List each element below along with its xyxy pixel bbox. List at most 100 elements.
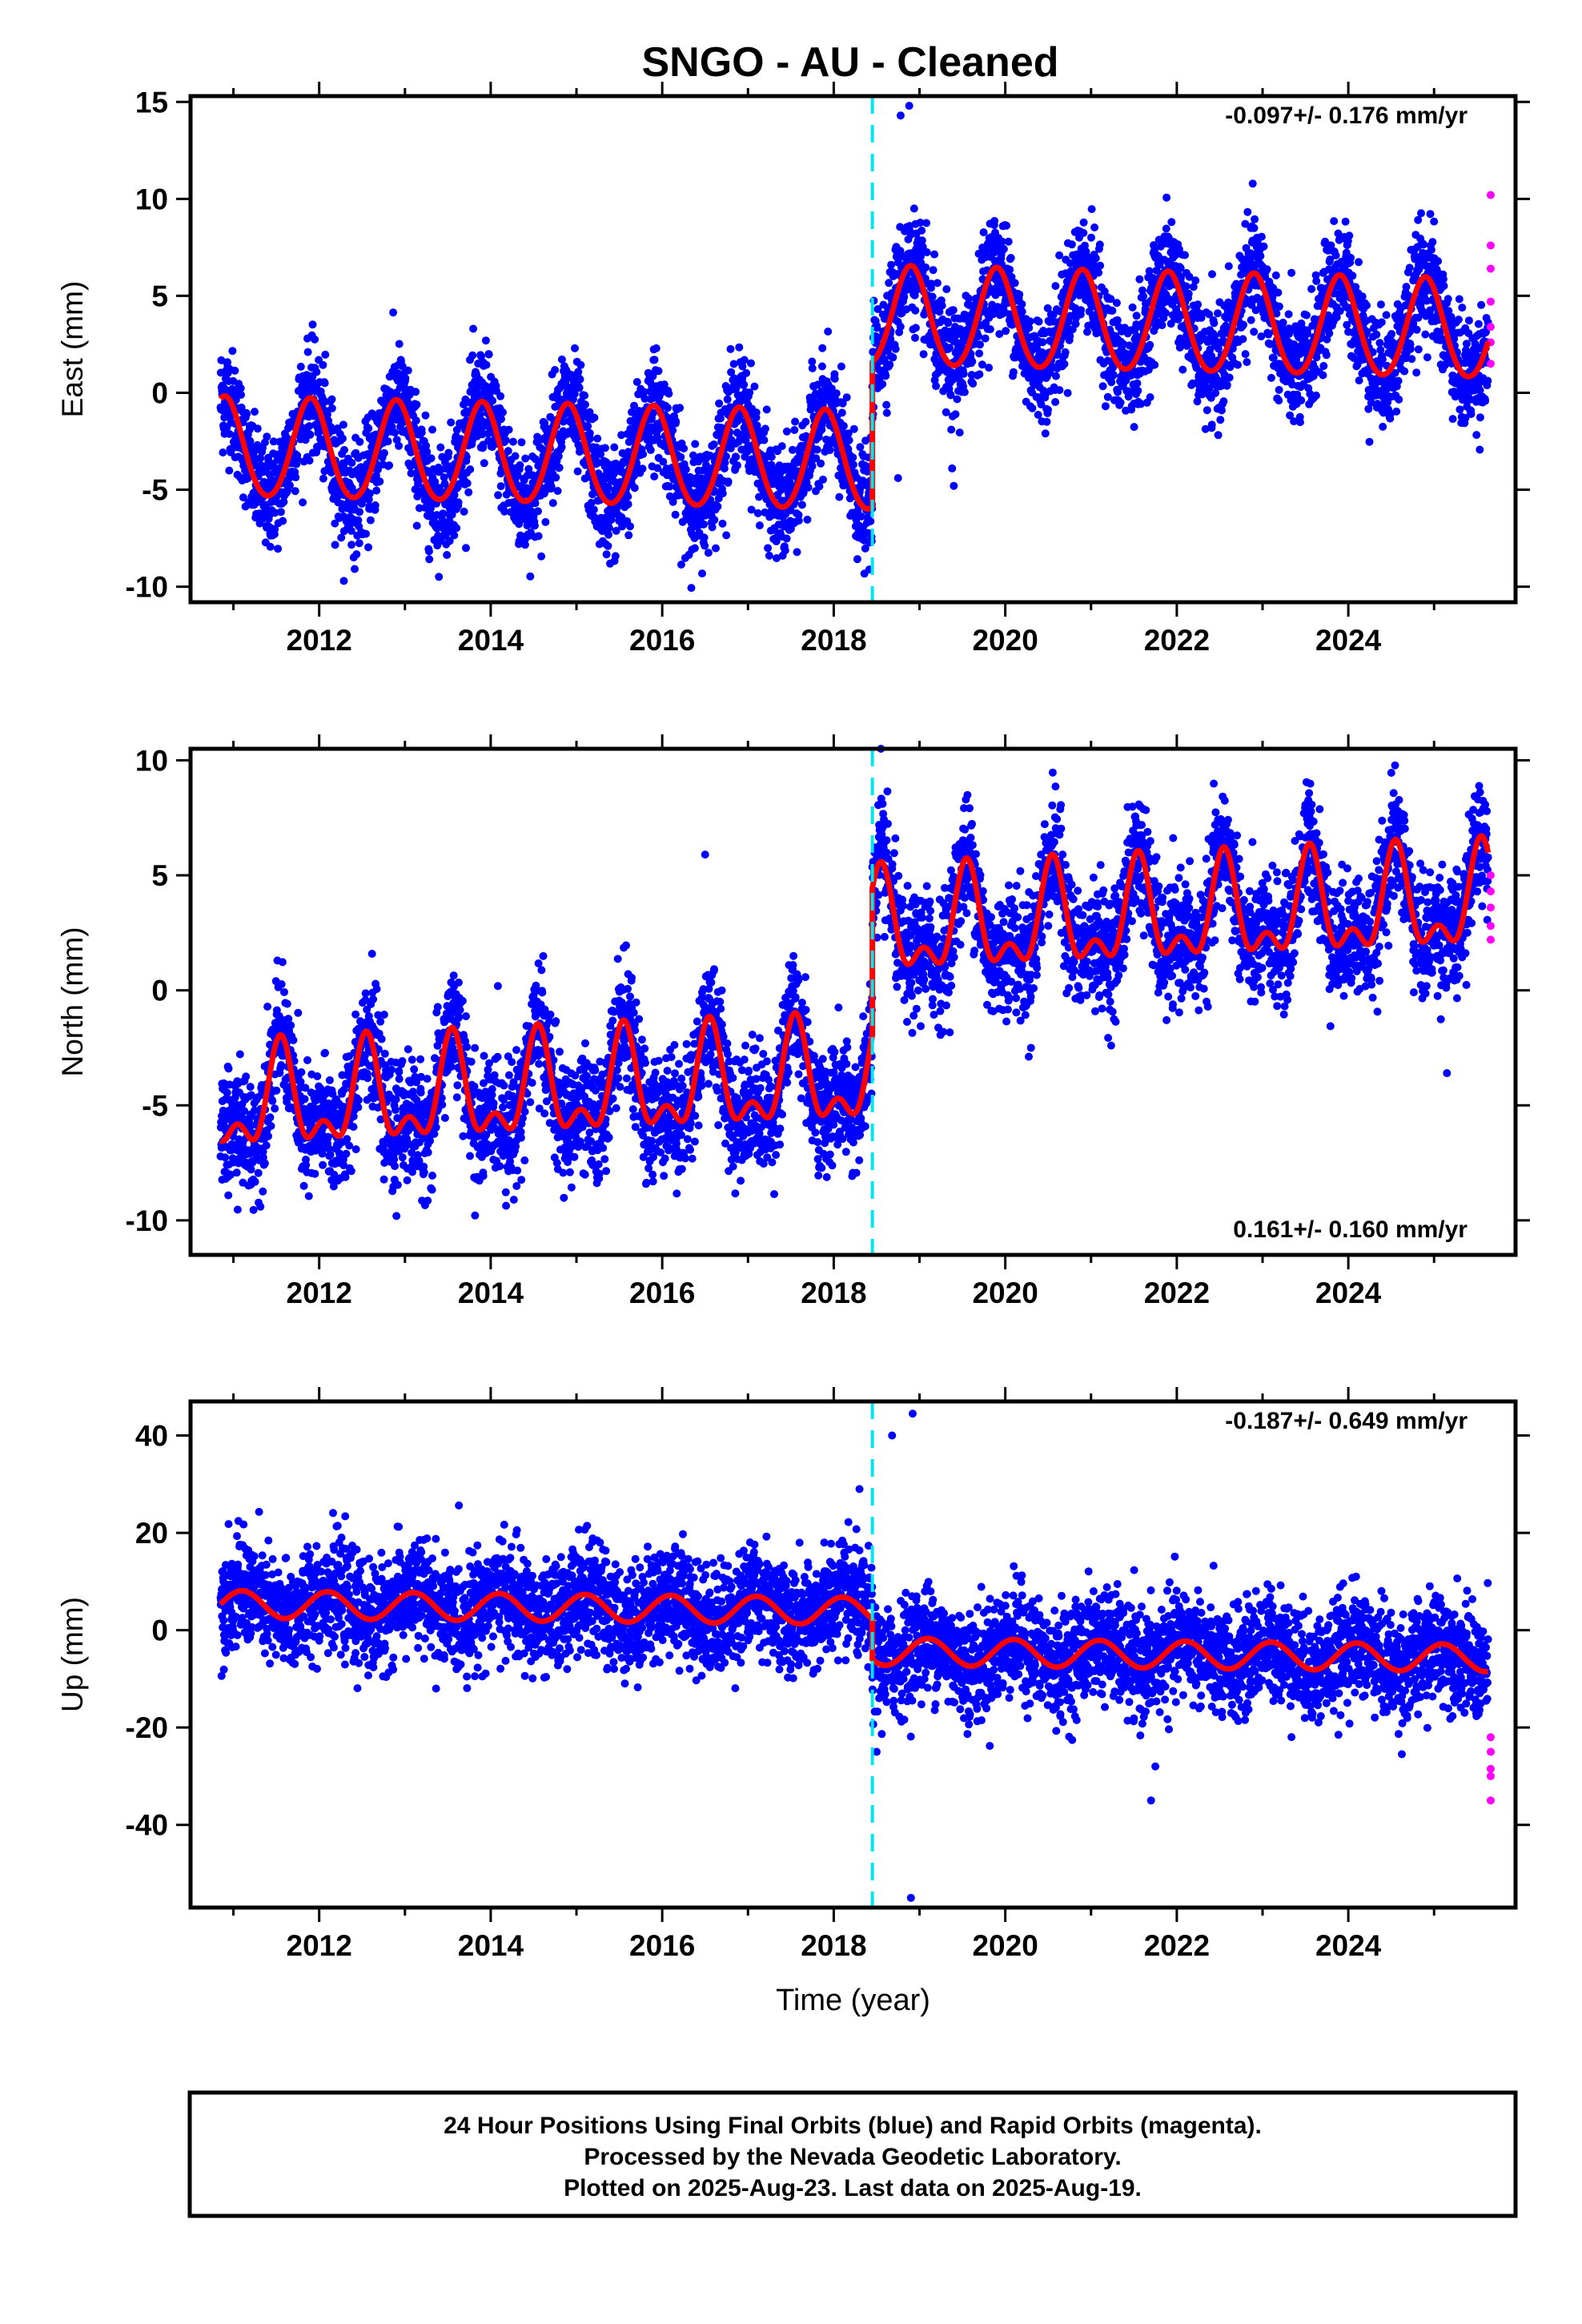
data-point: [732, 452, 741, 461]
data-point: [1287, 268, 1296, 277]
data-point: [1250, 223, 1259, 232]
data-point: [319, 474, 327, 483]
data-point: [584, 422, 592, 431]
data-point: [1365, 437, 1374, 446]
data-point: [586, 434, 595, 443]
data-point: [947, 425, 956, 434]
data-point: [604, 524, 613, 533]
data-point: [951, 410, 960, 419]
data-point: [1167, 218, 1176, 227]
data-point: [690, 544, 699, 553]
data-point: [480, 459, 488, 468]
data-point: [975, 349, 984, 358]
data-point: [339, 577, 348, 585]
data-point: [1004, 237, 1013, 246]
data-point: [469, 324, 478, 333]
data-point: [253, 424, 262, 433]
data-point: [878, 380, 887, 388]
data-point: [427, 454, 436, 463]
data-point: [1098, 382, 1107, 391]
data-point: [1018, 308, 1026, 316]
data-point: [1219, 397, 1228, 406]
data-point: [1034, 317, 1043, 326]
data-point: [929, 266, 938, 275]
data-point: [256, 454, 265, 463]
data-point: [713, 502, 722, 511]
data-point: [1009, 368, 1018, 376]
data-point: [1330, 217, 1339, 226]
data-point: [355, 508, 364, 517]
data-point: [839, 421, 848, 430]
data-point: [715, 399, 724, 408]
data-point: [392, 436, 401, 444]
data-point: [412, 416, 420, 425]
data-point: [541, 517, 550, 526]
data-point: [1087, 205, 1096, 214]
data-point: [677, 452, 685, 461]
data-point: [753, 509, 762, 517]
data-point: [1243, 207, 1252, 216]
data-point: [497, 415, 505, 424]
data-point: [552, 473, 560, 482]
data-point: [665, 482, 674, 491]
data-point: [1302, 311, 1311, 320]
data-point: [1095, 240, 1104, 249]
data-point: [496, 392, 505, 400]
data-point: [733, 461, 741, 470]
data-point: [1331, 251, 1340, 259]
data-point: [1178, 365, 1187, 374]
data-point: [1311, 391, 1320, 400]
data-point: [881, 372, 890, 380]
data-point: [1284, 310, 1293, 319]
data-point: [417, 428, 426, 437]
data-point: [327, 404, 336, 412]
data-point: [1234, 360, 1242, 369]
data-point: [1208, 270, 1216, 279]
data-point: [364, 424, 373, 432]
data-point: [1375, 339, 1384, 348]
data-point: [781, 546, 789, 555]
data-point: [885, 279, 893, 287]
data-point: [379, 448, 388, 457]
data-point: [225, 466, 234, 475]
data-point: [889, 353, 897, 362]
data-point: [911, 333, 919, 342]
data-point: [1041, 429, 1050, 438]
data-point: [339, 420, 347, 429]
data-point: [832, 389, 841, 398]
data-point: [891, 344, 900, 353]
data-point: [537, 552, 546, 561]
data-point: [231, 366, 239, 375]
data-point: [672, 417, 681, 426]
data-point: [1378, 355, 1387, 364]
data-point: [797, 501, 806, 509]
data-point: [308, 320, 317, 329]
data-point: [1387, 330, 1396, 338]
data-point: [1279, 318, 1287, 327]
data-point: [331, 519, 339, 528]
data-point: [239, 493, 247, 502]
data-point: [1002, 327, 1010, 336]
data-point: [1128, 303, 1137, 312]
data-point: [1130, 423, 1138, 432]
data-point: [1322, 351, 1331, 360]
data-point: [709, 440, 718, 448]
data-point: [371, 501, 379, 509]
data-point: [263, 432, 271, 441]
data-point: [494, 491, 503, 500]
data-point: [580, 391, 589, 400]
data-point: [1026, 317, 1034, 326]
data-point: [1382, 311, 1391, 320]
data-point: [1181, 251, 1189, 259]
data-point: [885, 360, 894, 369]
data-point: [938, 301, 946, 310]
data-point: [1347, 253, 1355, 262]
data-point: [231, 396, 240, 404]
data-point: [372, 486, 381, 495]
data-point: [362, 529, 370, 538]
data-point: [1211, 388, 1220, 397]
data-point: [626, 522, 634, 531]
data-point: [911, 306, 920, 315]
data-point: [985, 364, 994, 372]
data-point: [321, 350, 330, 359]
